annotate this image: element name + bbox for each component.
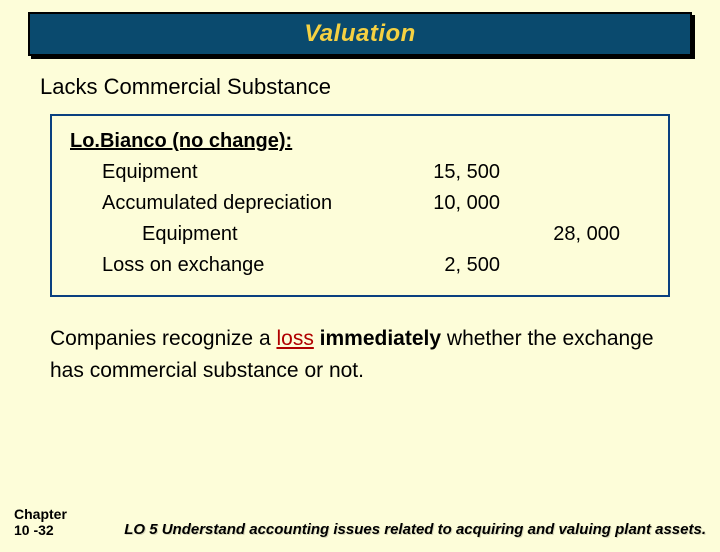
slide-title: Valuation	[304, 20, 416, 47]
journal-account: Loss on exchange	[70, 250, 400, 281]
body-loss: loss	[276, 327, 313, 350]
section-subtitle: Lacks Commercial Substance	[40, 74, 720, 100]
chapter-label: Chapter	[14, 507, 67, 522]
body-paragraph: Companies recognize a loss immediately w…	[50, 323, 670, 386]
body-mid: immediately	[314, 327, 441, 350]
journal-line: Equipment 28, 000	[70, 219, 650, 250]
learning-objective: LO 5 Understand accounting issues relate…	[67, 521, 706, 538]
journal-line: Accumulated depreciation 10, 000	[70, 188, 650, 219]
chapter-box: Chapter 10 -32	[14, 507, 67, 538]
journal-account: Equipment	[70, 157, 400, 188]
journal-credit: 28, 000	[500, 219, 620, 250]
journal-entry-box: Lo.Bianco (no change): Equipment 15, 500…	[50, 114, 670, 297]
journal-debit: 2, 500	[400, 250, 500, 281]
body-pre: Companies recognize a	[50, 327, 276, 350]
slide-footer: Chapter 10 -32 LO 5 Understand accountin…	[14, 507, 706, 538]
journal-heading: Lo.Bianco (no change):	[70, 126, 400, 157]
journal-debit: 15, 500	[400, 157, 500, 188]
journal-line: Equipment 15, 500	[70, 157, 650, 188]
journal-account: Accumulated depreciation	[70, 188, 400, 219]
journal-line: Loss on exchange 2, 500	[70, 250, 650, 281]
title-banner: Valuation	[28, 12, 692, 56]
journal-debit: 10, 000	[400, 188, 500, 219]
journal-account: Equipment	[70, 219, 400, 250]
chapter-number: 10 -32	[14, 523, 67, 538]
